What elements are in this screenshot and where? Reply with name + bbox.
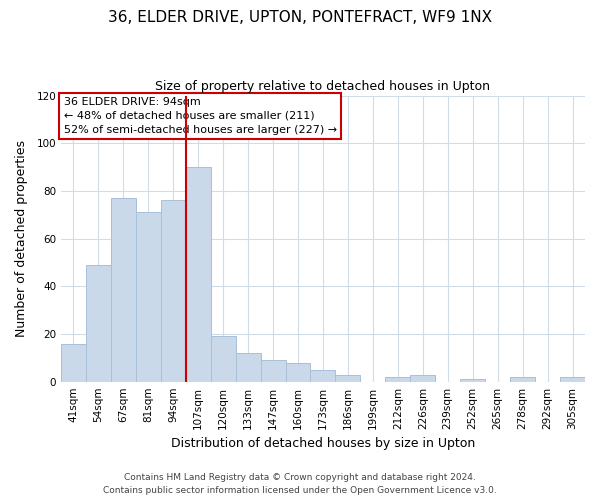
Y-axis label: Number of detached properties: Number of detached properties — [15, 140, 28, 337]
Bar — [460, 380, 485, 382]
Bar — [260, 360, 286, 382]
Text: Contains HM Land Registry data © Crown copyright and database right 2024.
Contai: Contains HM Land Registry data © Crown c… — [103, 474, 497, 495]
Text: 36 ELDER DRIVE: 94sqm
← 48% of detached houses are smaller (211)
52% of semi-det: 36 ELDER DRIVE: 94sqm ← 48% of detached … — [64, 97, 337, 135]
Bar — [310, 370, 335, 382]
Bar — [410, 374, 435, 382]
Bar — [236, 353, 260, 382]
Bar — [211, 336, 236, 382]
Bar — [186, 167, 211, 382]
Bar — [335, 374, 361, 382]
Bar — [161, 200, 186, 382]
Bar — [286, 362, 310, 382]
Bar — [111, 198, 136, 382]
Bar — [86, 265, 111, 382]
Bar — [560, 377, 585, 382]
Bar — [136, 212, 161, 382]
Bar — [510, 377, 535, 382]
X-axis label: Distribution of detached houses by size in Upton: Distribution of detached houses by size … — [171, 437, 475, 450]
Title: Size of property relative to detached houses in Upton: Size of property relative to detached ho… — [155, 80, 490, 93]
Text: 36, ELDER DRIVE, UPTON, PONTEFRACT, WF9 1NX: 36, ELDER DRIVE, UPTON, PONTEFRACT, WF9 … — [108, 10, 492, 25]
Bar — [385, 377, 410, 382]
Bar — [61, 344, 86, 382]
